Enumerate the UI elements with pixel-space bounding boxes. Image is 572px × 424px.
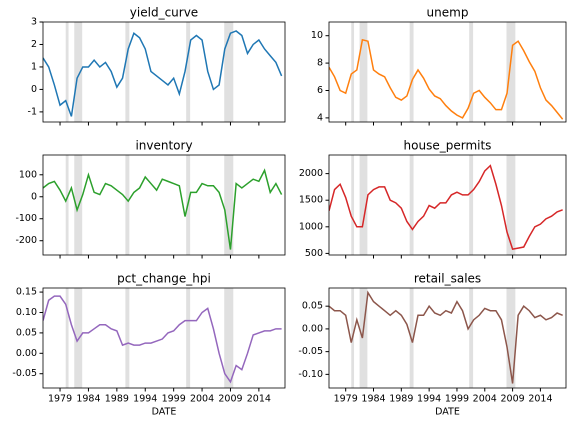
x-axis-label: DATE [435, 407, 460, 418]
axes-frame [42, 287, 286, 389]
x-tick-label: 1999 [445, 394, 469, 405]
x-tick-label: 1994 [133, 394, 157, 405]
axes-frame [42, 154, 286, 256]
y-tick-label: -0.05 [298, 346, 323, 357]
y-tick-label: 0.15 [16, 287, 37, 298]
subplot-title: inventory [135, 139, 192, 153]
y-tick-label: 0.05 [16, 327, 37, 338]
axes-frame [328, 287, 567, 389]
recession-band [74, 22, 83, 122]
recession-band [359, 155, 368, 255]
recession-band [469, 22, 474, 122]
x-tick-label: 1984 [361, 394, 385, 405]
recession-band [125, 155, 130, 255]
y-tick-label: 0.05 [302, 301, 323, 312]
recession-band [506, 288, 516, 388]
recession-band [65, 155, 69, 255]
recession-band [359, 288, 368, 388]
y-tick-label: 3 [31, 17, 37, 28]
x-tick-label: 2004 [190, 394, 214, 405]
y-tick-label: 0 [31, 84, 37, 95]
series-line [43, 168, 283, 250]
y-tick-label: 2 [31, 39, 37, 50]
y-tick-label: 8 [317, 58, 323, 69]
recession-band [409, 22, 414, 122]
y-tick-label: 2000 [299, 168, 323, 179]
y-tick-label: -100 [15, 213, 37, 224]
y-tick-label: 0.10 [16, 307, 37, 318]
y-tick-label: -0.05 [12, 368, 37, 379]
subplot-title: house_permits [404, 139, 492, 153]
x-tick-label: 2004 [473, 394, 497, 405]
y-tick-label: -1 [28, 106, 37, 117]
x-tick-label: 1979 [334, 394, 358, 405]
y-tick-label: 10 [311, 30, 323, 41]
subplot-title: retail_sales [414, 272, 481, 286]
recession-band [351, 22, 355, 122]
subplot-title: yield_curve [130, 6, 198, 20]
x-tick-label: 2009 [218, 394, 242, 405]
x-tick-label: 2014 [528, 394, 552, 405]
axes-frame [328, 21, 567, 123]
recession-band [469, 288, 474, 388]
x-tick-label: 1979 [48, 394, 72, 405]
x-tick-label: 1994 [417, 394, 441, 405]
series-line [329, 164, 563, 251]
recession-band [125, 288, 130, 388]
series-line [329, 290, 563, 384]
x-axis-label: DATE [152, 407, 177, 418]
y-tick-label: 0.00 [16, 348, 37, 359]
subplot-title: unemp [427, 6, 469, 20]
series-line [43, 295, 282, 384]
y-tick-label: 0.00 [302, 323, 323, 334]
y-tick-label: -200 [15, 235, 37, 246]
recession-band [186, 22, 191, 122]
recession-band [224, 288, 234, 388]
x-tick-label: 2009 [500, 394, 524, 405]
y-tick-label: 0 [31, 191, 37, 202]
axes-frame [42, 21, 286, 123]
recession-band [224, 22, 234, 122]
recession-band [409, 155, 414, 255]
recession-band [469, 155, 474, 255]
x-tick-label: 1989 [105, 394, 129, 405]
recession-band [74, 288, 83, 388]
axes-frame [328, 154, 567, 256]
series-line [329, 38, 564, 120]
y-tick-label: 500 [305, 248, 323, 259]
y-tick-label: 4 [317, 112, 323, 123]
y-tick-label: 1 [31, 61, 37, 72]
recession-band [125, 22, 130, 122]
y-tick-label: 1000 [299, 221, 323, 232]
recession-band [224, 155, 234, 255]
x-tick-label: 1984 [76, 394, 100, 405]
x-tick-label: 2014 [247, 394, 271, 405]
y-tick-label: 1500 [299, 195, 323, 206]
recession-band [65, 22, 69, 122]
series-line [43, 30, 283, 117]
y-tick-label: 6 [317, 85, 323, 96]
recession-band [359, 22, 368, 122]
recession-band [506, 22, 516, 122]
recession-band [506, 155, 516, 255]
x-tick-label: 1989 [389, 394, 413, 405]
y-tick-label: 100 [19, 169, 37, 180]
y-tick-label: -0.10 [298, 369, 323, 380]
x-tick-label: 1999 [162, 394, 186, 405]
recession-band [186, 288, 191, 388]
recession-band [351, 155, 355, 255]
subplot-title: pct_change_hpi [117, 272, 211, 286]
recession-band [65, 288, 69, 388]
